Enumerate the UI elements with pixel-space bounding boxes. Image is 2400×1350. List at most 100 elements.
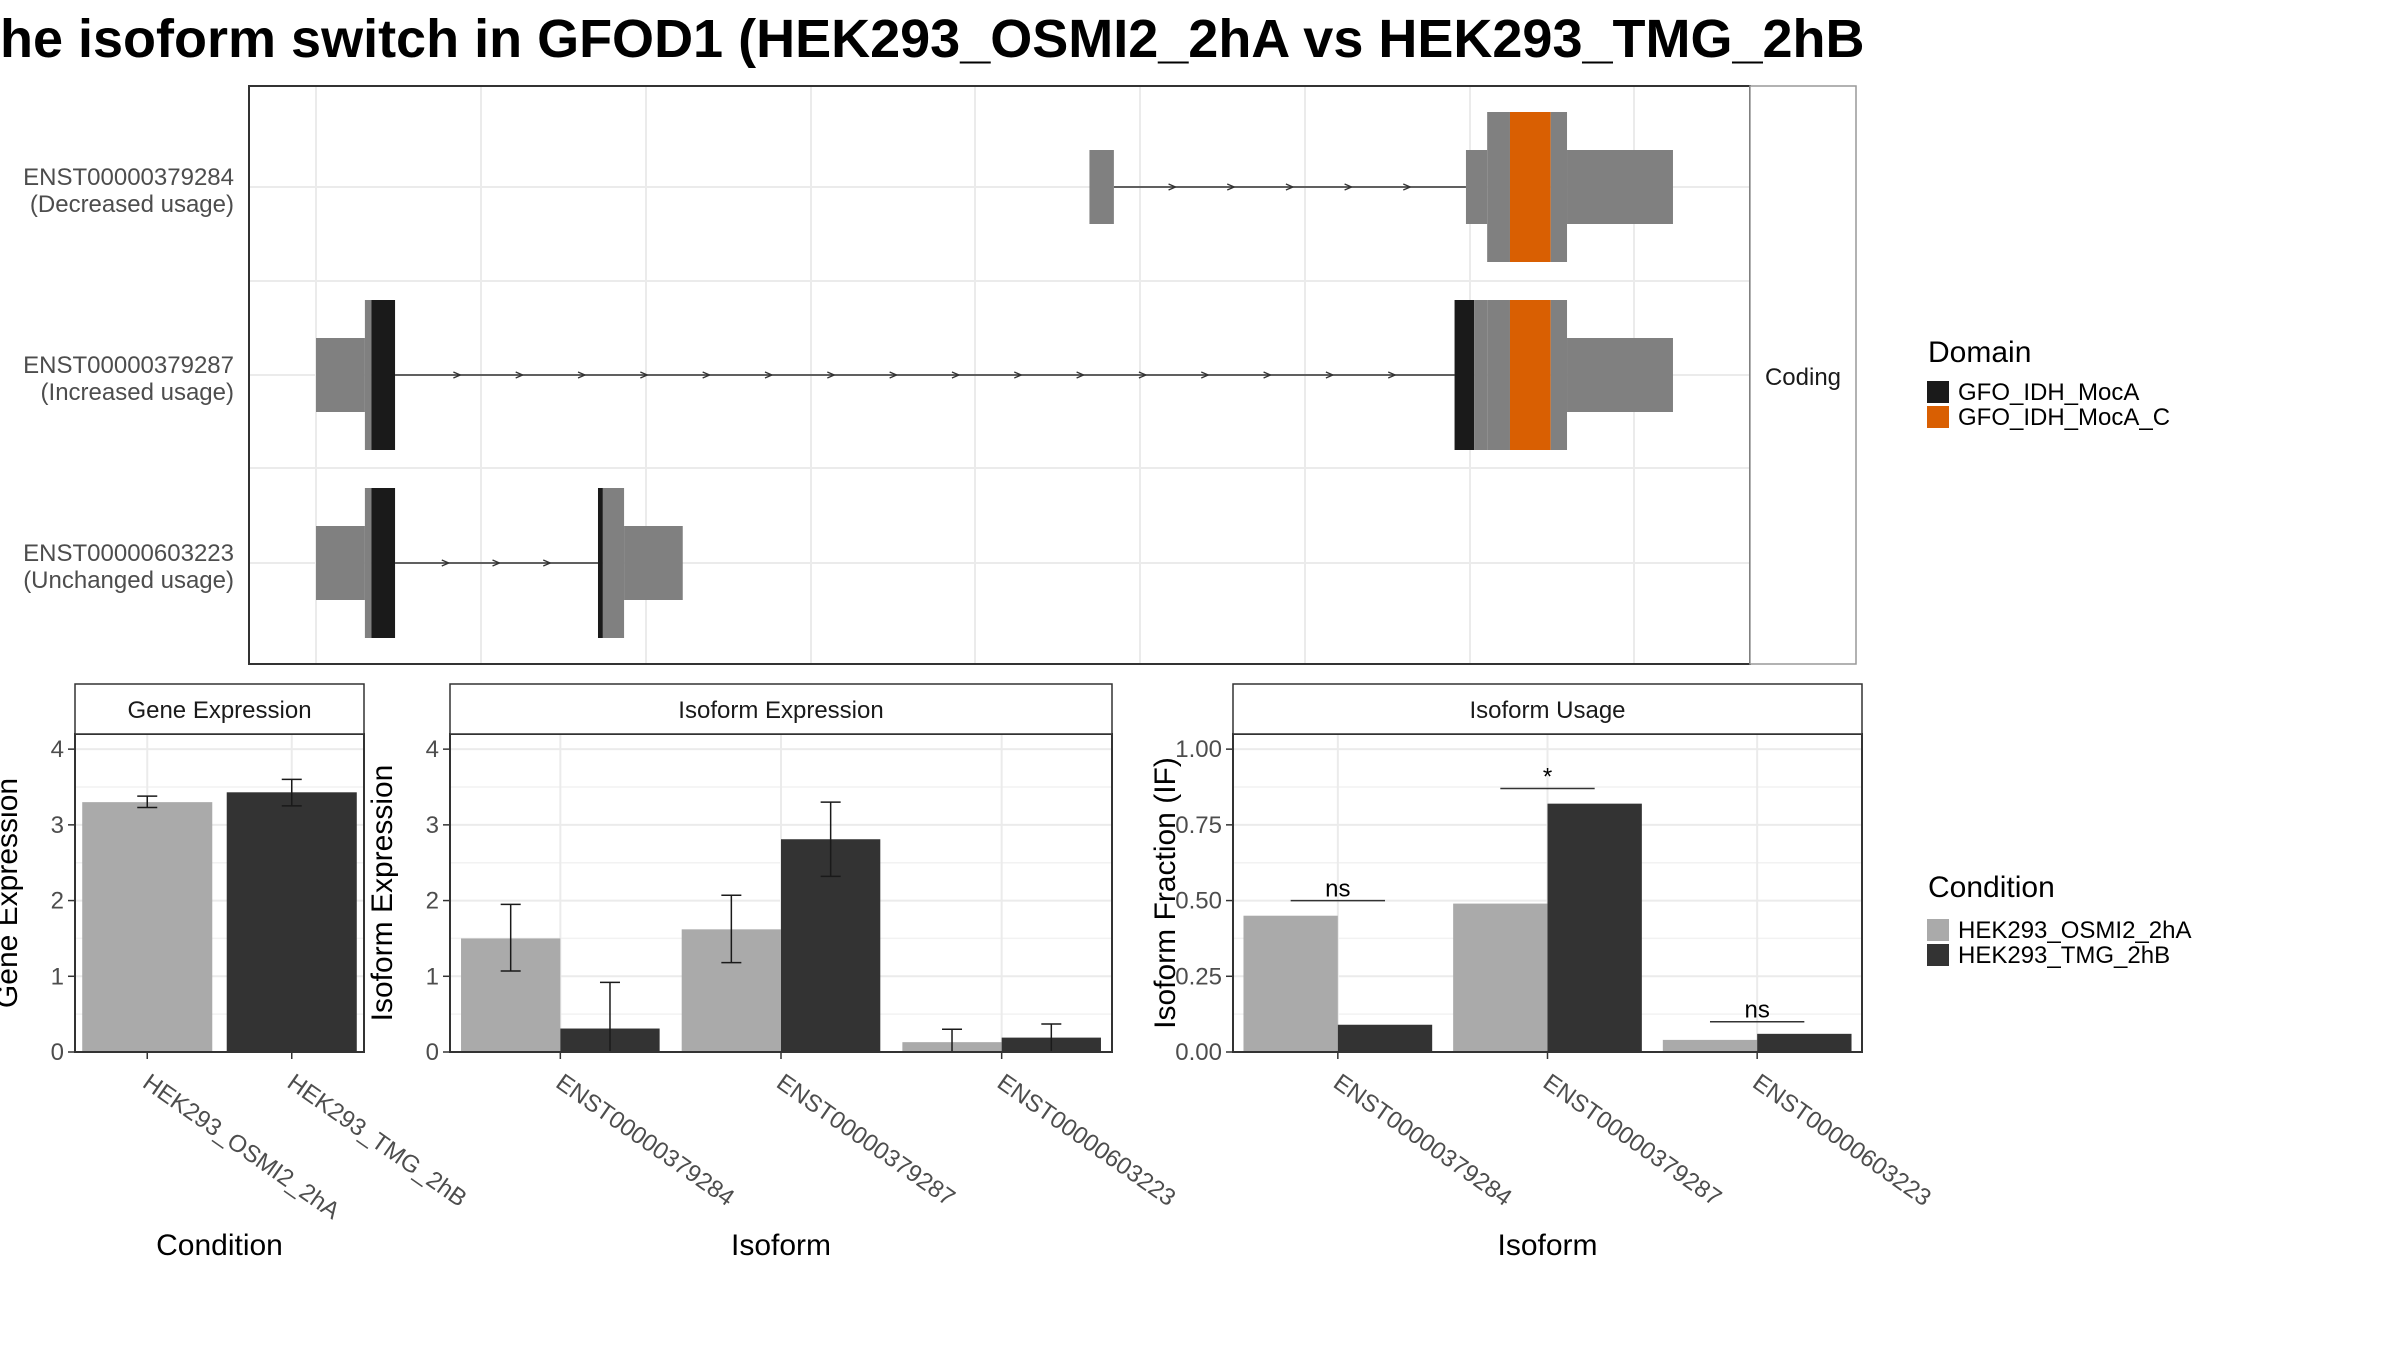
exon-coding-block [1474, 300, 1488, 450]
x-axis-label: Condition [156, 1229, 283, 1262]
bar [226, 792, 357, 1052]
transcript-id-label: ENST00000603223 [23, 540, 234, 567]
y-tick-label: 4 [51, 736, 64, 763]
significance-label: ns [1325, 876, 1350, 903]
intron-arrow [889, 371, 899, 379]
domain-block [1509, 112, 1551, 262]
panel-strip [74, 683, 365, 735]
bar [1547, 803, 1642, 1052]
exon-utr-block [624, 526, 683, 600]
transcript-id-label: ENST00000379287 [23, 352, 234, 379]
y-tick-label: 1 [51, 963, 64, 990]
domain-block [1509, 300, 1551, 450]
intron-arrow [702, 371, 712, 379]
y-tick-label: 0.25 [1175, 963, 1222, 990]
y-tick-label: 1.00 [1175, 736, 1222, 763]
x-tick-label: ENST00000379287 [772, 1069, 960, 1212]
panel-strip [449, 683, 1113, 735]
intron-arrow [1403, 183, 1412, 191]
exon-utr-block [1567, 150, 1673, 224]
panel-strip [1232, 683, 1863, 735]
bar [1662, 1039, 1758, 1052]
intron-arrow [1387, 371, 1397, 379]
y-tick-label: 3 [51, 812, 64, 839]
domain-legend-label: GFO_IDH_MocA_C [1958, 404, 2170, 431]
exon-coding-block [602, 488, 625, 638]
significance-label: ns [1744, 997, 1769, 1024]
x-tick-label: ENST00000603223 [992, 1069, 1180, 1212]
intron-arrow [492, 559, 502, 567]
bar [1757, 1033, 1852, 1052]
x-axis-label: Isoform [731, 1229, 831, 1262]
intron-arrow [640, 371, 649, 379]
x-tick-label: ENST00000603223 [1748, 1069, 1936, 1212]
bar [1243, 915, 1338, 1052]
exon-coding-block [364, 488, 372, 638]
panel-title: Isoform Expression [678, 697, 883, 724]
intron-arrow [1138, 371, 1148, 379]
domain-legend-title: Domain [1928, 336, 2031, 369]
y-tick-label: 2 [426, 888, 439, 915]
transcript-usage-label: (Increased usage) [41, 379, 234, 406]
isoform-expression-panel: 0 1 2 3 4 ENST00000379284 ENST00000379287 ENST0… [366, 683, 1180, 1262]
intron-arrow [1201, 371, 1210, 379]
transcript-structure-panel: ENST00000379284(Decreased usage) ENST0000… [23, 85, 1857, 665]
exon-utr-block [316, 526, 365, 600]
condition-legend-label: HEK293_OSMI2_2hA [1958, 917, 2191, 944]
coding-strip [1749, 85, 1857, 665]
domain-block [371, 300, 396, 450]
y-axis-label: Gene Expression [0, 778, 24, 1008]
panel-title: Isoform Usage [1469, 697, 1625, 724]
intron-arrow [1263, 371, 1273, 379]
y-tick-label: 4 [426, 736, 439, 763]
domain-legend-swatch [1927, 406, 1949, 428]
intron-arrow [577, 371, 587, 379]
intron-arrow [951, 371, 961, 379]
x-tick-label: ENST00000379284 [551, 1069, 739, 1212]
exon-utr-block [316, 338, 365, 412]
exon-coding-block [1487, 112, 1510, 262]
y-tick-label: 1 [426, 963, 439, 990]
bar [1453, 903, 1548, 1052]
exon-coding-block [1487, 300, 1510, 450]
transcript-usage-label: (Unchanged usage) [23, 567, 234, 594]
transcript-id-label: ENST00000379284 [23, 164, 234, 191]
intron-arrow [1168, 183, 1178, 191]
x-axis-label: Isoform [1497, 1229, 1597, 1262]
intron-arrow [1226, 183, 1236, 191]
intron-arrow [1014, 371, 1023, 379]
exon-utr-block [1567, 338, 1673, 412]
condition-legend-swatch [1927, 944, 1949, 966]
exon-coding-block [1550, 112, 1568, 262]
exon-utr-block [1465, 150, 1488, 224]
y-tick-label: 0.50 [1175, 888, 1222, 915]
bar [82, 802, 213, 1052]
exon-utr-block [1089, 150, 1114, 224]
condition-legend-swatch [1927, 919, 1949, 941]
intron-arrow [1076, 371, 1086, 379]
y-axis-label: Isoform Fraction (IF) [1149, 757, 1182, 1029]
y-tick-label: 0 [426, 1039, 439, 1066]
domain-block [371, 488, 396, 638]
intron-arrow [1325, 371, 1335, 379]
intron-arrow [453, 371, 463, 379]
domain-legend-swatch [1927, 381, 1949, 403]
intron-arrow [1344, 183, 1354, 191]
coding-strip-label: Coding [1765, 364, 1841, 391]
y-tick-label: 3 [426, 812, 439, 839]
y-tick-label: 0.75 [1175, 812, 1222, 839]
intron-arrow [764, 371, 774, 379]
transcript-usage-label: (Decreased usage) [30, 191, 234, 218]
y-axis-label: Isoform Expression [366, 765, 399, 1022]
condition-legend-label: HEK293_TMG_2hB [1958, 942, 2170, 969]
y-tick-label: 2 [51, 888, 64, 915]
intron-arrow [441, 559, 451, 567]
gene-expression-panel: 01234HEK293_OSMI2_2hAHEK293_TMG_2hBGene … [0, 683, 472, 1262]
figure-title: he isoform switch in GFOD1 (HEK293_OSMI2… [0, 9, 1865, 69]
y-tick-label: 0.00 [1175, 1039, 1222, 1066]
domain-block [1454, 300, 1475, 450]
exon-coding-block [364, 300, 372, 450]
